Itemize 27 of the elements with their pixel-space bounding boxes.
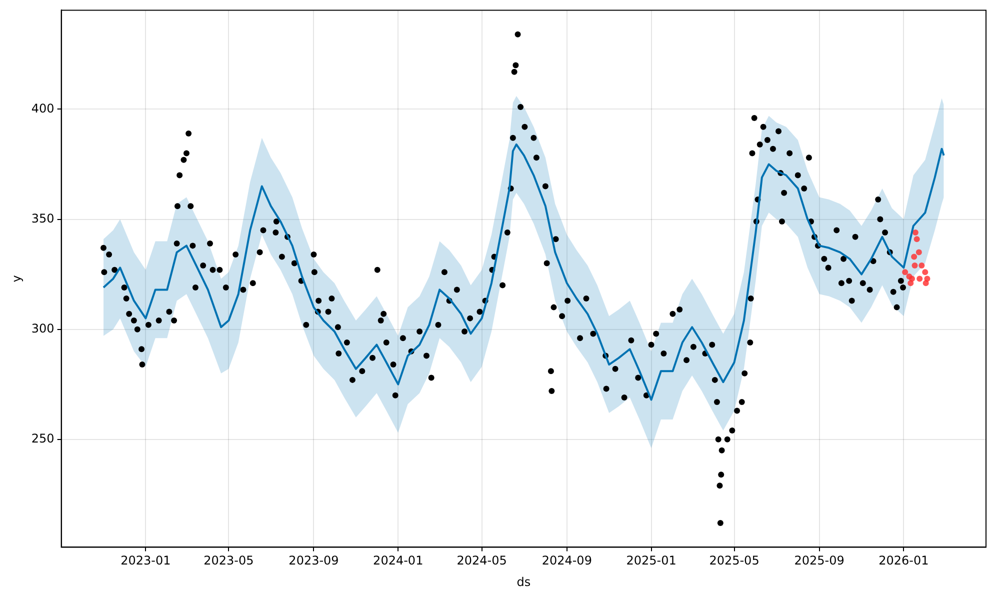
x-axis-title: ds	[516, 574, 531, 589]
y-tick-label: 300	[31, 321, 54, 336]
point	[912, 229, 918, 236]
x-tick-label: 2023-01	[120, 554, 171, 568]
point	[902, 269, 908, 276]
x-tick-label: 2025-09	[794, 554, 844, 568]
point	[911, 254, 918, 260]
x-tick-label: 2023-09	[288, 554, 339, 568]
point	[912, 262, 918, 268]
point	[908, 276, 915, 282]
point	[924, 276, 930, 282]
point	[918, 262, 925, 268]
x-tick-label: 2024-09	[542, 554, 592, 568]
x-tick-label: 2025-05	[709, 554, 760, 568]
point	[916, 249, 922, 256]
y-tick-label: 250	[31, 431, 54, 446]
point	[922, 269, 928, 276]
x-tick-label: 2024-05	[456, 554, 507, 568]
point	[914, 236, 920, 242]
y-tick-label: 350	[31, 211, 54, 226]
y-axis-title: y	[9, 275, 24, 282]
x-tick-label: 2024-01	[373, 554, 424, 568]
x-tick-label: 2023-05	[204, 554, 254, 568]
point	[916, 276, 923, 282]
x-tick-label: 2026-01	[878, 554, 929, 568]
y-tick-label: 400	[31, 101, 54, 116]
x-tick-label: 2025-01	[626, 554, 676, 568]
